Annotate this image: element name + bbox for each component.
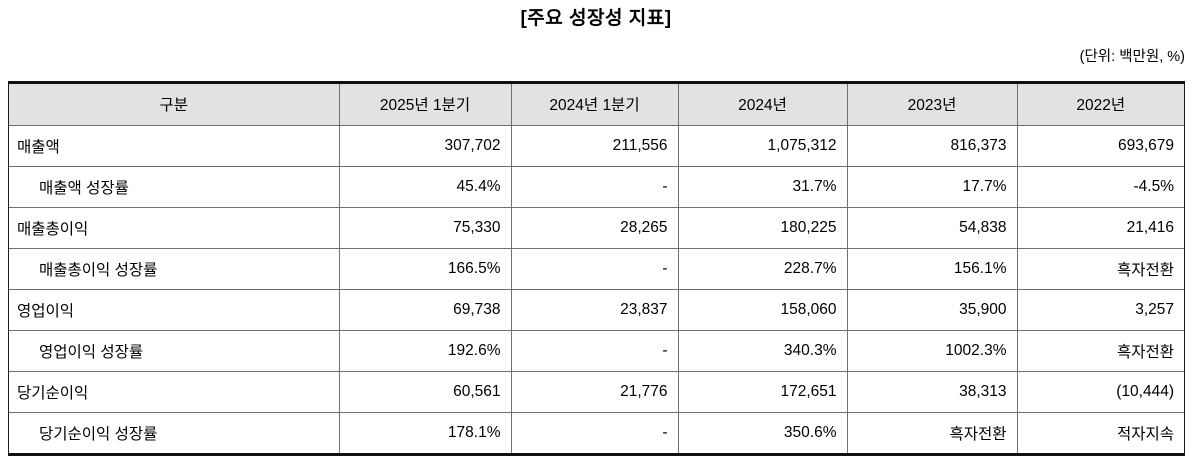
cell-value: 228.7% xyxy=(677,247,848,290)
cell-value: 21,776 xyxy=(510,370,679,413)
cell-value: 38,313 xyxy=(846,370,1018,413)
column-header-2025-q1: 2025년 1분기 xyxy=(338,84,512,126)
cell-value: 693,679 xyxy=(1016,124,1184,167)
cell-value: (10,444) xyxy=(1016,370,1184,413)
cell-value: 178.1% xyxy=(338,411,512,453)
cell-value: 166.5% xyxy=(338,247,512,290)
table-body: 매출액 307,702 211,556 1,075,312 816,373 693,679… xyxy=(9,124,1184,453)
cell-value: - xyxy=(510,165,679,208)
cell-value: 192.6% xyxy=(338,329,512,372)
row-label: 매출액 xyxy=(9,124,340,167)
table-row: 매출총이익 성장률 166.5% -228.7% 156.1% 흑자전환 xyxy=(9,247,1184,290)
cell-value: 156.1% xyxy=(846,247,1018,290)
page-title: [주요 성장성 지표] xyxy=(520,8,672,29)
row-label: 매출액 성장률 xyxy=(9,165,340,208)
column-header-2022: 2022년 xyxy=(1016,84,1184,126)
cell-value: 적자지속 xyxy=(1016,411,1184,453)
cell-value: 21,416 xyxy=(1016,206,1184,249)
cell-value: 1,075,312 xyxy=(677,124,848,167)
cell-value: 54,838 xyxy=(846,206,1018,249)
row-label: 당기순이익 성장률 xyxy=(9,411,340,453)
row-label: 매출총이익 xyxy=(9,206,340,249)
cell-value: 211,556 xyxy=(510,124,679,167)
growth-indicators-table-wrapper: 구분 2025년 1분기 2024년 1분기 2024년 2023년 2022년… xyxy=(8,81,1185,456)
table-row: 영업이익 69,738 23,837 158,060 35,900 3,257 xyxy=(9,288,1184,331)
cell-value: 35,900 xyxy=(846,288,1018,331)
cell-value: 180,225 xyxy=(677,206,848,249)
table-row: 매출액 성장률 45.4% -31.7% 17.7% -4.5% xyxy=(9,165,1184,208)
table-row: 당기순이익 성장률 178.1% -350.6% 흑자전환 적자지속 xyxy=(9,411,1184,453)
column-header-2023: 2023년 xyxy=(846,84,1018,126)
cell-value: 23,837 xyxy=(510,288,679,331)
cell-value: -4.5% xyxy=(1016,165,1184,208)
column-header-2024: 2024년 xyxy=(677,84,848,126)
table-header-row: 구분 2025년 1분기 2024년 1분기 2024년 2023년 2022년 xyxy=(9,84,1184,126)
table-row: 영업이익 성장률 192.6% -340.3% 1002.3% 흑자전환 xyxy=(9,329,1184,372)
cell-value: 307,702 xyxy=(338,124,512,167)
row-label: 매출총이익 성장률 xyxy=(9,247,340,290)
table-row: 매출액 307,702 211,556 1,075,312 816,373 693,679 xyxy=(9,124,1184,167)
cell-value: 3,257 xyxy=(1016,288,1184,331)
cell-value: - xyxy=(510,247,679,290)
table-row: 당기순이익 60,561 21,776 172,651 38,313 (10,444) xyxy=(9,370,1184,413)
cell-value: 172,651 xyxy=(677,370,848,413)
cell-value: - xyxy=(510,329,679,372)
cell-value: 흑자전환 xyxy=(1016,247,1184,290)
cell-value: 158,060 xyxy=(677,288,848,331)
cell-value: 31.7% xyxy=(677,165,848,208)
cell-value: 60,561 xyxy=(338,370,512,413)
growth-indicators-table: 구분 2025년 1분기 2024년 1분기 2024년 2023년 2022년… xyxy=(9,84,1184,453)
cell-value: 69,738 xyxy=(338,288,512,331)
row-label: 영업이익 성장률 xyxy=(9,329,340,372)
column-header-2024-q1: 2024년 1분기 xyxy=(510,84,679,126)
cell-value: 17.7% xyxy=(846,165,1018,208)
column-header-category: 구분 xyxy=(9,84,340,126)
cell-value: 816,373 xyxy=(846,124,1018,167)
row-label: 영업이익 xyxy=(9,288,340,331)
cell-value: 흑자전환 xyxy=(846,411,1018,453)
unit-note: (단위: 백만원, %) xyxy=(1079,49,1185,65)
cell-value: 75,330 xyxy=(338,206,512,249)
cell-value: 28,265 xyxy=(510,206,679,249)
row-label: 당기순이익 xyxy=(9,370,340,413)
cell-value: 1002.3% xyxy=(846,329,1018,372)
cell-value: 흑자전환 xyxy=(1016,329,1184,372)
cell-value: - xyxy=(510,411,679,453)
cell-value: 340.3% xyxy=(677,329,848,372)
cell-value: 45.4% xyxy=(338,165,512,208)
cell-value: 350.6% xyxy=(677,411,848,453)
table-row: 매출총이익 75,330 28,265 180,225 54,838 21,416 xyxy=(9,206,1184,249)
